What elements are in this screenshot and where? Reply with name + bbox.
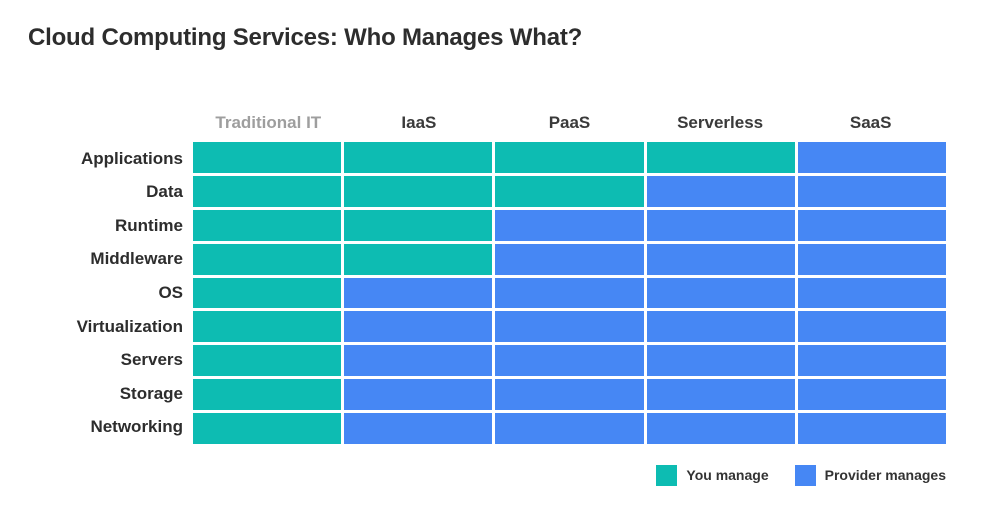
matrix-cell (495, 345, 644, 377)
matrix-cell (797, 175, 946, 207)
matrix-cell (344, 413, 493, 444)
row-label: Servers (120, 350, 183, 370)
matrix-cell (646, 175, 795, 207)
legend-item: You manage (656, 464, 769, 486)
matrix-cell (646, 142, 795, 173)
matrix-cell (646, 413, 795, 444)
matrix-cell (344, 345, 493, 377)
matrix-cell (193, 413, 342, 444)
row-label: Data (146, 182, 183, 202)
matrix-cell (495, 142, 644, 173)
matrix-cell (797, 311, 946, 343)
matrix-cell (344, 209, 493, 241)
matrix-cell (646, 311, 795, 343)
matrix-cell (495, 311, 644, 343)
matrix-cell (495, 277, 644, 309)
row-label: OS (158, 282, 183, 302)
column-header: PaaS (548, 113, 591, 132)
matrix-cell (797, 345, 946, 377)
chart-title: Cloud Computing Services: Who Manages Wh… (28, 24, 583, 51)
column-header: SaaS (849, 113, 892, 132)
legend-item: Provider manages (794, 464, 946, 486)
matrix-cell (344, 277, 493, 309)
matrix-cell (797, 142, 946, 173)
matrix-cell (344, 175, 493, 207)
column-header: Traditional IT (215, 113, 322, 132)
matrix-cell (495, 379, 644, 411)
matrix-cell (797, 413, 946, 444)
matrix-cell (193, 209, 342, 241)
matrix-cell (495, 243, 644, 275)
matrix-cell (797, 379, 946, 411)
row-label: Applications (80, 148, 183, 168)
row-label: Virtualization (76, 316, 183, 336)
matrix-cell (193, 243, 342, 275)
row-label: Runtime (115, 215, 183, 235)
matrix-cell (344, 379, 493, 411)
matrix-cell (495, 413, 644, 444)
matrix-cell (344, 142, 493, 173)
matrix-cell (193, 175, 342, 207)
legend-label: Provider manages (824, 467, 946, 483)
row-label: Middleware (90, 249, 183, 269)
legend: You manage Provider manages (656, 463, 946, 487)
matrix-cell (193, 379, 342, 411)
matrix-cell (797, 209, 946, 241)
matrix-cell (193, 277, 342, 309)
legend-label: You manage (686, 467, 769, 483)
matrix-cell (193, 142, 342, 173)
matrix-cell (193, 345, 342, 377)
matrix-cell (193, 311, 342, 343)
matrix-cell (646, 209, 795, 241)
row-label: Storage (119, 383, 183, 403)
column-headers: Traditional IT IaaS PaaS Serverless SaaS (193, 104, 946, 138)
matrix-cell (344, 311, 493, 343)
matrix-cell (646, 379, 795, 411)
matrix-cell (646, 243, 795, 275)
legend-swatch-icon (656, 464, 678, 486)
column-header: Serverless (677, 113, 764, 132)
row-labels: Applications Data Runtime Middleware OS Virtu… (0, 142, 183, 444)
responsibility-matrix (193, 142, 946, 444)
matrix-cell (495, 175, 644, 207)
legend-swatch-icon (794, 464, 816, 486)
matrix-cell (344, 243, 493, 275)
matrix-cell (495, 209, 644, 241)
matrix-cell (797, 243, 946, 275)
row-label: Networking (90, 417, 183, 437)
matrix-cell (646, 345, 795, 377)
matrix-cell (797, 277, 946, 309)
matrix-cell (646, 277, 795, 309)
column-header: IaaS (401, 113, 437, 132)
